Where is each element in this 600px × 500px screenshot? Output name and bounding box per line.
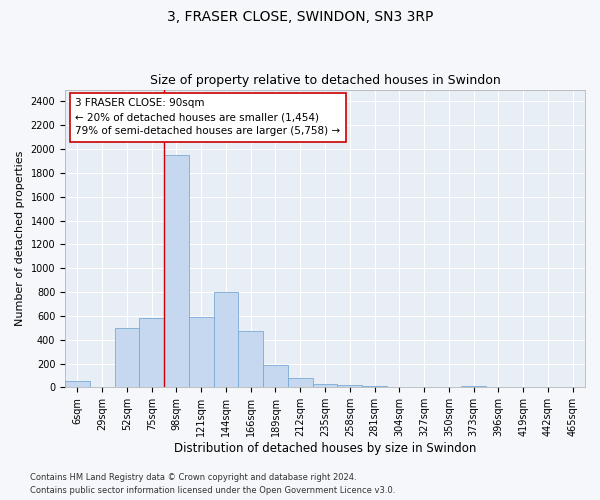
Bar [337, 385, 362, 388]
Text: 3, FRASER CLOSE, SWINDON, SN3 3RP: 3, FRASER CLOSE, SWINDON, SN3 3RP [167, 10, 433, 24]
Bar [238, 332, 263, 388]
Bar [288, 378, 313, 388]
Bar [189, 317, 214, 388]
Bar [263, 364, 288, 388]
Bar [214, 292, 238, 388]
Y-axis label: Number of detached properties: Number of detached properties [15, 151, 25, 326]
Bar [313, 384, 337, 388]
Text: Contains HM Land Registry data © Crown copyright and database right 2024.
Contai: Contains HM Land Registry data © Crown c… [30, 474, 395, 495]
Bar [461, 386, 486, 388]
Bar [139, 318, 164, 388]
Title: Size of property relative to detached houses in Swindon: Size of property relative to detached ho… [149, 74, 500, 87]
X-axis label: Distribution of detached houses by size in Swindon: Distribution of detached houses by size … [174, 442, 476, 455]
Text: 3 FRASER CLOSE: 90sqm
← 20% of detached houses are smaller (1,454)
79% of semi-d: 3 FRASER CLOSE: 90sqm ← 20% of detached … [76, 98, 341, 136]
Bar [115, 328, 139, 388]
Bar [65, 382, 90, 388]
Bar [164, 155, 189, 388]
Bar [362, 386, 387, 388]
